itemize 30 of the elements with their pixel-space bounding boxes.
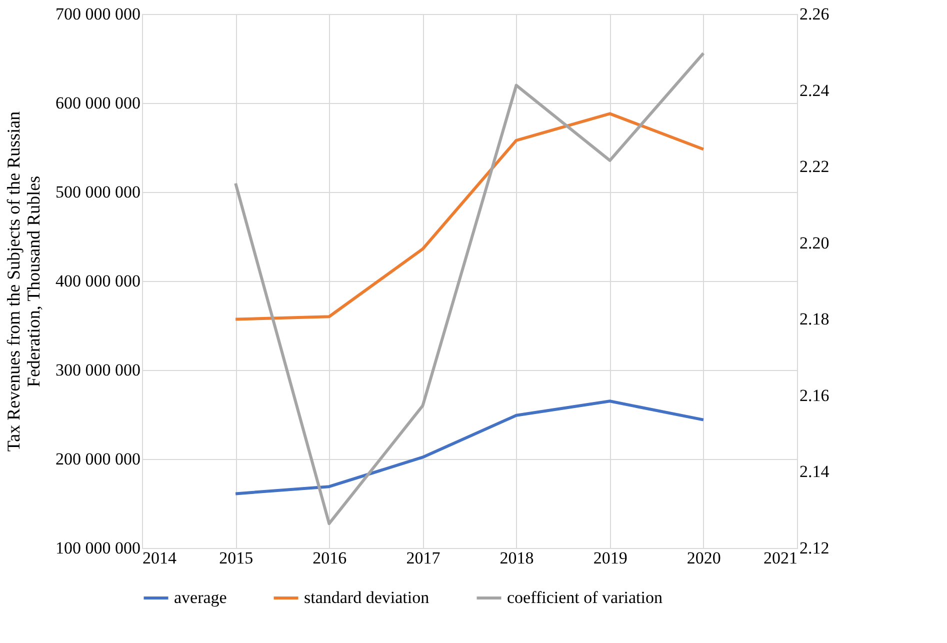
y2-tick-label: 2.16 <box>800 386 830 405</box>
y-tick-label: 100 000 000 <box>56 538 140 558</box>
x-tick-label: 2016 <box>312 548 347 568</box>
y-tick-label: 400 000 000 <box>56 272 140 290</box>
x-tick-label: 2021 <box>764 548 798 568</box>
x-tick-label: 2018 <box>500 548 534 568</box>
legend-label: standard deviation <box>304 588 430 607</box>
x-tick-label: 2019 <box>593 548 628 568</box>
x-tick-label: 2017 <box>406 548 441 568</box>
x-tick-label: 2015 <box>219 548 254 568</box>
y-tick-label: 700 000 000 <box>56 4 140 24</box>
y2-tick-label: 2.22 <box>800 157 830 176</box>
x-tick-label: 2020 <box>686 548 721 568</box>
y-tick-label: 500 000 000 <box>56 182 140 202</box>
y2-tick-label: 2.12 <box>800 538 830 558</box>
line-series <box>234 52 705 526</box>
y2-tick-label: 2.14 <box>800 462 830 482</box>
legend-label: average <box>174 588 227 607</box>
y2-tick-label: 2.20 <box>800 233 830 252</box>
line-series <box>234 400 705 496</box>
y-tick-label: 300 000 000 <box>56 360 140 380</box>
legend-label: coefficient of variation <box>507 588 663 607</box>
y-tick-label: 200 000 000 <box>56 450 140 468</box>
y2-tick-label: 2.18 <box>800 310 830 329</box>
line-series <box>234 112 705 321</box>
x-tick-label: 2014 <box>142 548 177 568</box>
y2-tick-label: 2.24 <box>800 80 830 100</box>
y-tick-label: 600 000 000 <box>56 94 140 112</box>
y-axis-title: Tax Revenues from the Subjects of the Russian Federation, Thousand Rubles <box>4 111 44 452</box>
y2-tick-label: 2.26 <box>800 4 830 24</box>
